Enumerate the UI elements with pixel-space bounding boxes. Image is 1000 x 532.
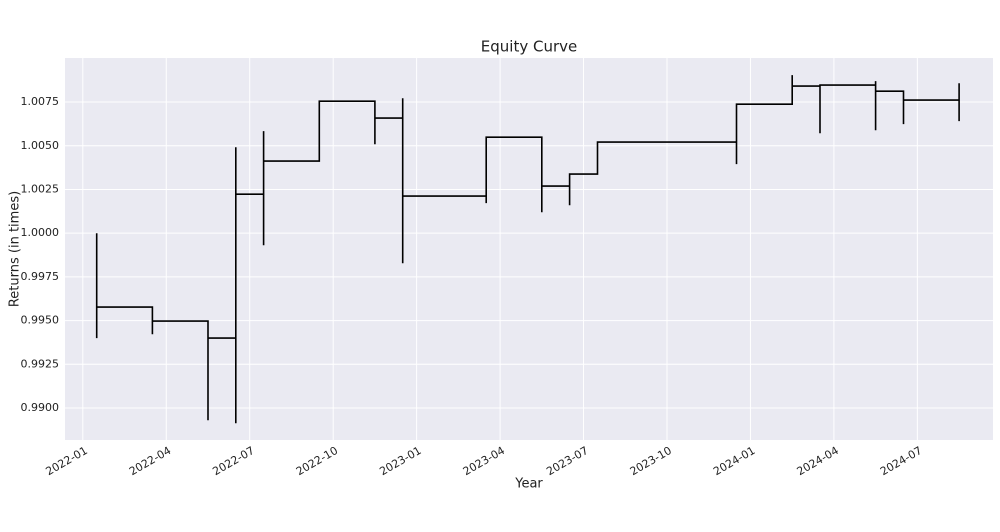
chart-title: Equity Curve — [481, 38, 577, 56]
x-tick-label: 2024-04 — [795, 444, 841, 478]
x-tick-label: 2022-04 — [127, 444, 173, 478]
y-tick-label: 0.9975 — [21, 270, 60, 283]
y-tick-label: 0.9950 — [21, 314, 60, 327]
x-tick-label: 2024-07 — [878, 444, 924, 478]
x-tick-label: 2023-01 — [377, 444, 423, 478]
y-tick-label: 1.0075 — [21, 95, 60, 108]
x-axis-label: Year — [514, 477, 543, 492]
y-axis-label: Returns (in times) — [8, 191, 23, 307]
plot-area — [65, 58, 993, 440]
x-tick-label: 2023-07 — [544, 444, 590, 478]
x-tick-label: 2022-07 — [210, 444, 256, 478]
x-tick-label: 2022-01 — [44, 444, 90, 478]
y-tick-label: 0.9900 — [21, 401, 60, 414]
y-tick-label: 0.9925 — [21, 357, 60, 370]
y-tick-label: 1.0050 — [21, 139, 60, 152]
y-tick-label: 1.0025 — [21, 182, 60, 195]
x-tick-label: 2024-01 — [711, 444, 757, 478]
x-tick-label: 2023-04 — [461, 444, 507, 478]
x-tick-label: 2023-10 — [628, 444, 674, 478]
x-tick-label: 2022-10 — [294, 444, 340, 478]
chart: Equity Curve Year Returns (in times) 0.9… — [0, 0, 1000, 532]
y-tick-label: 1.0000 — [21, 226, 60, 239]
